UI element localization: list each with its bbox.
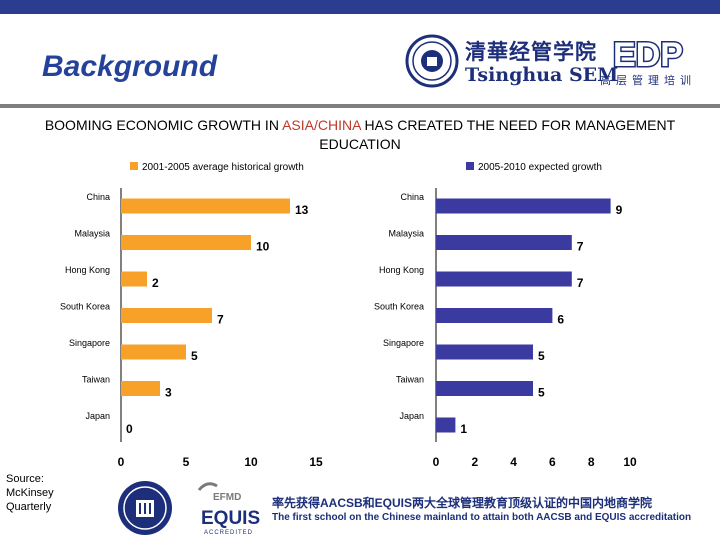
data-label: 7 xyxy=(577,276,584,290)
data-label: 13 xyxy=(295,203,309,217)
category-label: Malaysia xyxy=(388,229,424,239)
data-label: 3 xyxy=(165,386,172,400)
bar xyxy=(436,271,572,287)
x-tick-label: 10 xyxy=(623,455,637,469)
legend-label: 2001-2005 average historical growth xyxy=(142,162,304,173)
x-tick-label: 10 xyxy=(244,455,258,469)
x-tick-label: 5 xyxy=(183,455,190,469)
top-bar xyxy=(0,0,720,14)
accreditation-english: The first school on the Chinese mainland… xyxy=(272,512,692,523)
equis-logo: EFMD EQUIS ACCREDITED xyxy=(197,482,260,536)
page-subtitle: BOOMING ECONOMIC GROWTH IN ASIA/CHINA HA… xyxy=(20,116,700,154)
category-label: Singapore xyxy=(69,338,110,348)
x-tick-label: 0 xyxy=(433,455,440,469)
edp-wordmark: EDP xyxy=(612,35,685,76)
x-tick-label: 0 xyxy=(118,455,125,469)
x-tick-label: 15 xyxy=(309,455,323,469)
category-label: South Korea xyxy=(60,302,110,312)
source-line: Quarterly xyxy=(6,501,52,513)
aacsb-seal-icon xyxy=(118,481,172,535)
accreditation-chinese: 率先获得AACSB和EQUIS两大全球管理教育顶级认证的中国内地商学院 xyxy=(272,496,653,510)
source-note: Source: McKinsey Quarterly xyxy=(6,472,54,514)
data-label: 9 xyxy=(616,203,623,217)
category-label: Japan xyxy=(85,411,110,421)
legend-swatch xyxy=(466,162,474,170)
category-label: China xyxy=(86,192,110,202)
page-title: Background xyxy=(42,50,218,83)
bar xyxy=(121,235,251,250)
category-label: China xyxy=(400,192,424,202)
bar xyxy=(436,417,456,433)
subtitle-text-start: BOOMING ECONOMIC GROWTH IN xyxy=(44,117,283,133)
legend-swatch xyxy=(130,162,138,170)
accredited-label: ACCREDITED xyxy=(204,530,253,536)
category-label: Singapore xyxy=(383,338,424,348)
source-line: McKinsey xyxy=(6,487,54,499)
x-tick-label: 8 xyxy=(588,455,595,469)
data-label: 7 xyxy=(217,313,224,327)
bar xyxy=(436,308,553,323)
subtitle-text-end: HAS CREATED THE NEED FOR MANAGEMENT EDUC… xyxy=(319,117,676,152)
data-label: 5 xyxy=(538,349,545,363)
category-label: Hong Kong xyxy=(379,265,424,275)
x-tick-label: 2 xyxy=(471,455,478,469)
bar xyxy=(436,381,533,396)
category-label: Taiwan xyxy=(82,375,110,385)
data-label: 10 xyxy=(256,240,270,254)
data-label: 1 xyxy=(460,422,467,436)
data-label: 5 xyxy=(538,386,545,400)
data-label: 6 xyxy=(557,313,564,327)
tsinghua-logo-chinese: 清華经管学院 xyxy=(465,39,597,64)
category-label: Malaysia xyxy=(74,229,110,239)
bar xyxy=(436,198,611,214)
efmd-label: EFMD xyxy=(213,492,241,503)
tsinghua-sem-logo: 清華经管学院 Tsinghua SEM xyxy=(405,34,618,90)
category-label: South Korea xyxy=(374,302,424,312)
bar xyxy=(121,271,147,287)
tsinghua-logo-english: Tsinghua SEM xyxy=(465,64,619,86)
bar xyxy=(121,198,290,214)
edp-logo: EDP 高层管理培训 xyxy=(598,35,698,88)
category-label: Taiwan xyxy=(396,375,424,385)
source-line: Source: xyxy=(6,473,44,485)
bar xyxy=(121,381,160,396)
tsinghua-seal-icon xyxy=(405,34,459,88)
x-tick-label: 6 xyxy=(549,455,556,469)
category-label: Hong Kong xyxy=(65,265,110,275)
header-divider xyxy=(0,104,720,108)
data-label: 2 xyxy=(152,276,159,290)
equis-label: EQUIS xyxy=(201,508,260,529)
bar xyxy=(121,308,212,323)
bar xyxy=(121,344,186,360)
edp-logo-chinese: 高层管理培训 xyxy=(600,75,696,87)
bar xyxy=(436,344,533,360)
accreditation-logos: EFMD EQUIS ACCREDITED xyxy=(118,481,260,536)
x-tick-label: 4 xyxy=(510,455,517,469)
category-label: Japan xyxy=(399,411,424,421)
data-label: 0 xyxy=(126,422,133,436)
edp-text: EDP xyxy=(613,38,683,70)
data-label: 7 xyxy=(577,240,584,254)
growth-charts: 2001-2005 average historical growth China… xyxy=(60,162,637,469)
subtitle-highlight: ASIA/CHINA xyxy=(282,117,361,133)
bar xyxy=(436,235,572,250)
legend-label: 2005-2010 expected growth xyxy=(478,162,602,173)
data-label: 5 xyxy=(191,349,198,363)
